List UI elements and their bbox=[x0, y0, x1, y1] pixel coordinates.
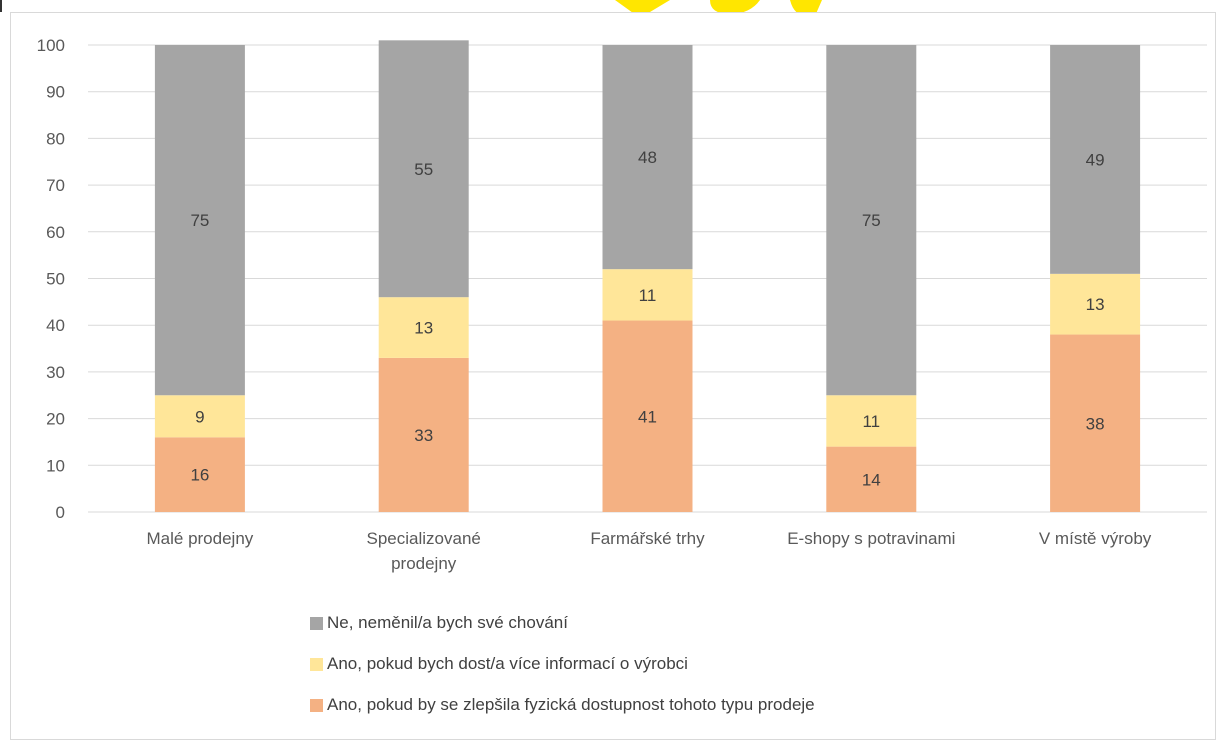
legend-swatch-series-0 bbox=[310, 698, 323, 712]
y-tick-label: 80 bbox=[46, 129, 65, 148]
data-label: 11 bbox=[862, 412, 880, 431]
data-label: 41 bbox=[638, 407, 657, 426]
bar-segment bbox=[154, 395, 245, 438]
data-label: 49 bbox=[1086, 150, 1105, 169]
bar-segment bbox=[154, 437, 245, 512]
y-tick-label: 70 bbox=[46, 176, 65, 195]
legend-swatch-series-2 bbox=[310, 616, 323, 630]
x-tick-label: E-shopy s potravinami bbox=[787, 529, 955, 548]
data-label: 48 bbox=[638, 148, 657, 167]
bar-segment bbox=[826, 446, 917, 512]
chart-frame: 0 10 20 30 40 50 60 70 80 90 100 16 9 75 33 13 55 41 11 48… bbox=[10, 12, 1216, 740]
bar-segment bbox=[826, 395, 917, 447]
x-tick-label: Farmářské trhy bbox=[590, 529, 705, 548]
bar-segment bbox=[1050, 273, 1141, 335]
bars bbox=[154, 40, 1141, 512]
y-tick-label: 20 bbox=[46, 410, 65, 429]
bar-segment bbox=[154, 45, 245, 396]
legend-item-series-2: Ne, neměnil/a bych své chování bbox=[310, 613, 568, 633]
bar-segment bbox=[1050, 45, 1141, 274]
data-labels: 16 9 75 33 13 55 41 11 48 14 11 75 38 13 49 bbox=[190, 148, 1104, 489]
y-tick-label: 90 bbox=[46, 83, 65, 102]
bar-segment bbox=[826, 45, 917, 396]
y-tick-label: 60 bbox=[46, 223, 65, 242]
y-axis-tick-labels: 0 10 20 30 40 50 60 70 80 90 100 bbox=[37, 36, 65, 522]
bar-segment bbox=[378, 40, 469, 298]
y-tick-label: 0 bbox=[56, 503, 65, 522]
legend-item-series-1: Ano, pokud bych dost/a více informací o … bbox=[310, 654, 688, 674]
y-tick-label: 100 bbox=[37, 36, 65, 55]
y-tick-label: 50 bbox=[46, 270, 65, 289]
legend-swatch-series-1 bbox=[310, 657, 323, 671]
x-tick-label: prodejny bbox=[391, 554, 457, 573]
data-label: 75 bbox=[862, 211, 881, 230]
x-axis-tick-labels: Malé prodejny Specializované prodejny Farmá… bbox=[147, 529, 1152, 573]
data-label: 33 bbox=[414, 426, 433, 445]
y-tick-label: 10 bbox=[46, 456, 65, 475]
data-label: 75 bbox=[190, 211, 209, 230]
x-tick-label: Malé prodejny bbox=[147, 529, 254, 548]
data-label: 38 bbox=[1086, 414, 1105, 433]
data-label: 16 bbox=[190, 466, 209, 485]
corner-mark bbox=[0, 0, 2, 12]
x-tick-label: Specializované bbox=[367, 529, 481, 548]
data-label: 13 bbox=[1086, 295, 1105, 314]
y-tick-label: 40 bbox=[46, 316, 65, 335]
data-label: 55 bbox=[414, 160, 433, 179]
bar-segment bbox=[1050, 334, 1141, 512]
data-label: 11 bbox=[639, 286, 657, 305]
stacked-bar-chart: 0 10 20 30 40 50 60 70 80 90 100 16 9 75 33 13 55 41 11 48… bbox=[37, 36, 1207, 573]
bar-segment bbox=[378, 357, 469, 512]
data-label: 14 bbox=[862, 470, 881, 489]
x-tick-label: V místě výroby bbox=[1039, 529, 1152, 548]
data-label: 9 bbox=[195, 407, 204, 426]
legend-label-series-2: Ne, neměnil/a bych své chování bbox=[327, 613, 568, 632]
bar-segment bbox=[602, 269, 693, 321]
data-label: 13 bbox=[414, 319, 433, 338]
legend-item-series-0: Ano, pokud by se zlepšila fyzická dostup… bbox=[310, 695, 815, 715]
legend-label-series-0: Ano, pokud by se zlepšila fyzická dostup… bbox=[327, 695, 815, 714]
bar-segment bbox=[378, 297, 469, 358]
legend-label-series-1: Ano, pokud bych dost/a více informací o … bbox=[327, 654, 688, 673]
y-tick-label: 30 bbox=[46, 363, 65, 382]
bar-segment bbox=[602, 45, 693, 270]
bar-segment bbox=[602, 320, 693, 512]
